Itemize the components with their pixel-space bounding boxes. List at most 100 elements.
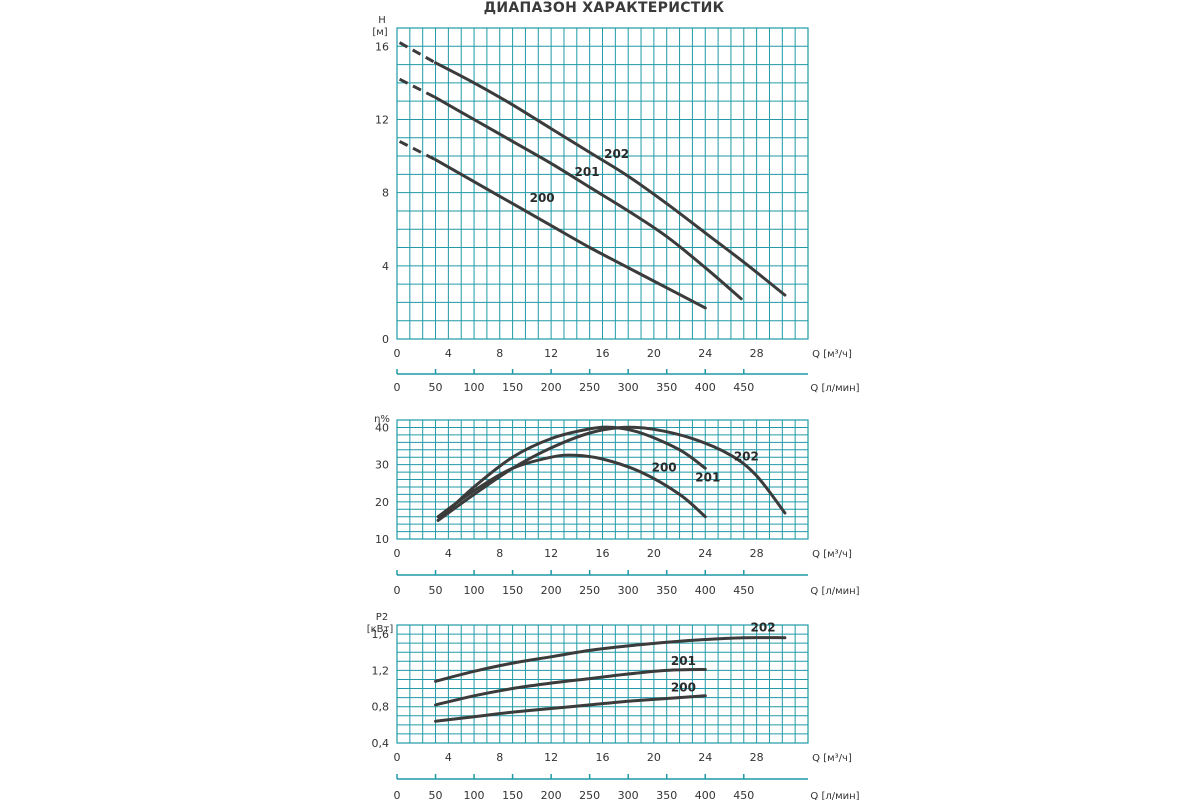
power-lpm-tick-label: 400: [695, 789, 716, 800]
head-plot-frame: [396, 27, 809, 340]
power-series-label-201: 201: [671, 654, 696, 668]
head-xlabel: Q [м³/ч]: [812, 349, 852, 360]
head-lpm-tick-label: 400: [695, 381, 716, 394]
efficiency-lpm-tick-label: 450: [733, 584, 754, 597]
head-xtick-label: 24: [698, 347, 712, 360]
chart-title-container: ДИАПАЗОН ХАРАКТЕРИСТИК: [0, 0, 1200, 19]
efficiency-ytick-label: 40: [375, 421, 389, 434]
chart-title: ДИАПАЗОН ХАРАКТЕРИСТИК: [483, 0, 725, 16]
head-lpm-tick-label: 250: [579, 381, 600, 394]
power-ytick-label: 0,4: [372, 737, 390, 750]
head-lpm-label: Q [л/мин]: [810, 383, 859, 394]
efficiency-xtick-label: 16: [596, 547, 610, 560]
head-xtick-label: 12: [544, 347, 558, 360]
power-lpm-tick-label: 250: [579, 789, 600, 800]
power-plot-frame: [396, 624, 809, 744]
power-xlabel: Q [м³/ч]: [812, 753, 852, 764]
efficiency-series-label-202: 202: [734, 450, 759, 464]
head-ytick-label: 16: [375, 40, 389, 53]
head-xtick-label: 0: [394, 347, 401, 360]
head-ytick-label: 0: [382, 333, 389, 346]
head-ylabel: H: [378, 15, 386, 26]
head-xtick-label: 20: [647, 347, 661, 360]
head-series-label-200: 200: [530, 191, 555, 205]
efficiency-ylabel: η%: [374, 414, 390, 425]
power-xtick-label: 4: [445, 751, 452, 764]
power-series-label-202: 202: [751, 620, 776, 634]
efficiency-ytick-label: 20: [375, 496, 389, 509]
power-lpm-label: Q [л/мин]: [810, 791, 859, 800]
efficiency-series-label-200: 200: [652, 461, 677, 475]
efficiency-xtick-label: 4: [445, 547, 452, 560]
head-xtick-label: 8: [496, 347, 503, 360]
power-lpm-tick-label: 50: [429, 789, 443, 800]
efficiency-series-label-201: 201: [695, 471, 720, 485]
efficiency-lpm-tick-label: 150: [502, 584, 523, 597]
power-xtick-label: 24: [698, 751, 712, 764]
head-series-202: [434, 61, 787, 297]
efficiency-lpm-tick-label: 50: [429, 584, 443, 597]
head-xtick-label: 4: [445, 347, 452, 360]
power-series-label-200: 200: [671, 680, 696, 694]
head-series-label-201: 201: [575, 165, 600, 179]
head-ytick-label: 8: [382, 187, 389, 200]
head-lpm-tick-label: 350: [656, 381, 677, 394]
head-xtick-label: 16: [596, 347, 610, 360]
head-ytick-label: 4: [382, 260, 389, 273]
head-ytick-label: 12: [375, 113, 389, 126]
power-yunit: [кВт]: [367, 624, 394, 635]
efficiency-lpm-label: Q [л/мин]: [810, 586, 859, 597]
head-lpm-tick-label: 50: [429, 381, 443, 394]
power-lpm-tick-label: 0: [394, 789, 401, 800]
power-lpm-tick-label: 300: [618, 789, 639, 800]
power-lpm-tick-label: 450: [733, 789, 754, 800]
head-lpm-tick-label: 100: [464, 381, 485, 394]
head-lpm-tick-label: 450: [733, 381, 754, 394]
power-lpm-tick-label: 150: [502, 789, 523, 800]
power-lpm-tick-label: 200: [541, 789, 562, 800]
efficiency-ytick-label: 10: [375, 533, 389, 546]
head-xtick-label: 28: [750, 347, 764, 360]
head-series-200-extension: [398, 140, 437, 162]
head-series-label-202: 202: [604, 147, 629, 161]
power-ytick-label: 1,6: [372, 628, 390, 641]
power-xtick-label: 12: [544, 751, 558, 764]
efficiency-xlabel: Q [м³/ч]: [812, 549, 852, 560]
power-xtick-label: 20: [647, 751, 661, 764]
power-ytick-label: 1,2: [372, 664, 390, 677]
efficiency-lpm-tick-label: 350: [656, 584, 677, 597]
efficiency-lpm-tick-label: 300: [618, 584, 639, 597]
efficiency-plot-frame: [396, 419, 809, 540]
efficiency-xtick-label: 8: [496, 547, 503, 560]
efficiency-xtick-label: 24: [698, 547, 712, 560]
head-series-200: [434, 158, 707, 310]
efficiency-ytick-label: 30: [375, 459, 389, 472]
efficiency-xtick-label: 28: [750, 547, 764, 560]
power-lpm-tick-label: 100: [464, 789, 485, 800]
efficiency-lpm-tick-label: 250: [579, 584, 600, 597]
power-xtick-label: 16: [596, 751, 610, 764]
efficiency-xtick-label: 20: [647, 547, 661, 560]
efficiency-series-202: [436, 425, 787, 522]
efficiency-lpm-tick-label: 200: [541, 584, 562, 597]
efficiency-xtick-label: 0: [394, 547, 401, 560]
efficiency-xtick-label: 12: [544, 547, 558, 560]
efficiency-lpm-tick-label: 100: [464, 584, 485, 597]
power-series-200: [434, 694, 707, 723]
head-lpm-tick-label: 200: [541, 381, 562, 394]
head-lpm-tick-label: 300: [618, 381, 639, 394]
power-xtick-label: 8: [496, 751, 503, 764]
power-xtick-label: 28: [750, 751, 764, 764]
power-ylabel: P2: [376, 612, 388, 623]
efficiency-lpm-tick-label: 400: [695, 584, 716, 597]
efficiency-series-200: [436, 453, 707, 519]
power-xtick-label: 0: [394, 751, 401, 764]
power-series-201: [434, 668, 707, 707]
head-series-202-extension: [398, 41, 437, 65]
efficiency-lpm-tick-label: 0: [394, 584, 401, 597]
head-lpm-tick-label: 150: [502, 381, 523, 394]
power-series-202: [434, 636, 787, 683]
head-yunit: [м]: [372, 27, 387, 38]
head-lpm-tick-label: 0: [394, 381, 401, 394]
